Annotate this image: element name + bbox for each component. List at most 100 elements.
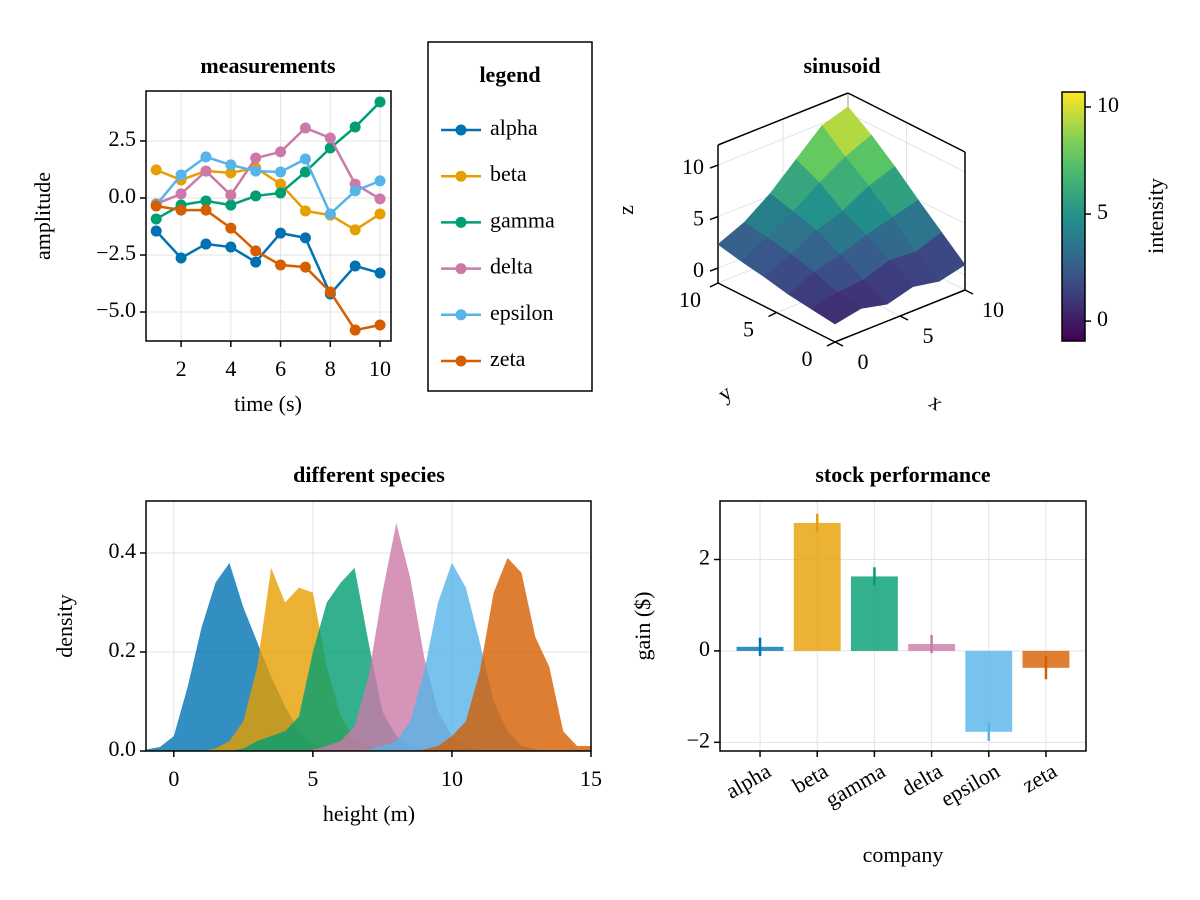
legend-marker — [455, 216, 467, 228]
data-point — [349, 121, 361, 133]
y-axis-label: gain ($) — [630, 591, 655, 660]
data-point — [349, 260, 361, 272]
data-point — [299, 232, 311, 244]
data-point — [374, 208, 386, 220]
legend-label: beta — [490, 161, 527, 186]
colorbar-tick-label: 5 — [1097, 199, 1108, 224]
y-tick-label: −5.0 — [96, 297, 136, 322]
x-tick-label: 8 — [325, 356, 336, 381]
x-tick-label: 10 — [982, 297, 1004, 322]
data-point — [150, 200, 162, 212]
z-tick — [709, 164, 719, 169]
legend-marker — [455, 170, 467, 182]
plot-frame — [719, 500, 1087, 752]
data-point — [250, 152, 262, 164]
density-area — [146, 567, 591, 751]
data-point — [200, 238, 212, 250]
colorbar-tick-label: 0 — [1097, 306, 1108, 331]
colorbar-label: intensity — [1143, 178, 1168, 254]
data-point — [175, 188, 187, 200]
y-tick-label: 2.5 — [109, 126, 137, 151]
z-axis-label: z — [613, 205, 638, 215]
data-point — [324, 132, 336, 144]
legend-label: alpha — [490, 115, 538, 140]
series-line — [155, 204, 381, 332]
data-point — [275, 227, 287, 239]
data-point — [250, 245, 262, 257]
legend-marker — [455, 309, 467, 321]
chart-title: stock performance — [815, 462, 991, 487]
data-point — [250, 165, 262, 177]
chart-title: sinusoid — [803, 53, 880, 78]
grid-line — [717, 112, 849, 166]
data-point — [250, 190, 262, 202]
data-point — [374, 319, 386, 331]
x-axis-label: height (m) — [323, 801, 415, 826]
x-tick-label: 10 — [441, 766, 463, 791]
x-tick-label: 15 — [580, 766, 602, 791]
x-tick-label: 6 — [275, 356, 286, 381]
data-point — [175, 252, 187, 264]
y-tick-label: 0 — [699, 636, 710, 661]
data-point — [299, 166, 311, 178]
data-point — [374, 267, 386, 279]
series-line — [155, 101, 381, 221]
data-point — [299, 122, 311, 134]
plot-frame — [145, 90, 392, 342]
data-point — [349, 224, 361, 236]
data-point — [175, 204, 187, 216]
data-point — [225, 159, 237, 171]
y-tick-label: 2 — [699, 545, 710, 570]
legend-label: zeta — [490, 346, 526, 371]
y-tick — [709, 282, 719, 288]
legend-marker — [455, 124, 467, 136]
x-axis-label: company — [863, 842, 944, 867]
y-axis-label: amplitude — [30, 172, 55, 260]
data-point — [200, 151, 212, 163]
data-point — [150, 213, 162, 225]
x-tick-label: alpha — [721, 758, 775, 804]
data-point — [374, 175, 386, 187]
x-tick-label: epsilon — [936, 758, 1004, 811]
series-line — [155, 230, 381, 297]
y-tick-label: −2.5 — [96, 240, 136, 265]
legend-title: legend — [479, 62, 540, 87]
legend-marker — [455, 355, 467, 367]
y-tick-label: 0.4 — [109, 538, 137, 563]
y-tick-label: 0 — [802, 346, 813, 371]
grid-line — [847, 112, 966, 173]
y-tick-label: 0.2 — [109, 637, 137, 662]
z-tick-label: 5 — [693, 206, 704, 231]
data-point — [200, 165, 212, 177]
plot-frame — [145, 500, 592, 752]
chart-title: different species — [293, 462, 445, 487]
density-area — [146, 523, 591, 751]
data-point — [275, 146, 287, 158]
y-axis-label: y — [713, 380, 736, 407]
legend-box — [427, 41, 593, 392]
y-tick-label: 5 — [743, 317, 754, 342]
legend-marker — [455, 263, 467, 275]
data-point — [250, 256, 262, 268]
data-point — [324, 208, 336, 220]
data-point — [275, 259, 287, 271]
data-point — [275, 178, 287, 190]
data-point — [225, 189, 237, 201]
x-tick — [964, 289, 974, 295]
x-axis-label: x — [925, 389, 948, 416]
y-tick — [768, 311, 777, 318]
data-point — [275, 187, 287, 199]
z-tick-label: 10 — [682, 154, 704, 179]
density-area — [146, 557, 591, 751]
data-point — [200, 204, 212, 216]
chart-title: measurements — [200, 53, 336, 78]
y-tick-label: 0.0 — [109, 183, 137, 208]
y-axis-label: density — [52, 594, 77, 658]
x-tick-label: 5 — [307, 766, 318, 791]
x-tick-label: 4 — [225, 356, 236, 381]
y-tick-label: 0.0 — [109, 736, 137, 761]
data-point — [225, 199, 237, 211]
data-point — [299, 205, 311, 217]
x-tick-label: 0 — [168, 766, 179, 791]
